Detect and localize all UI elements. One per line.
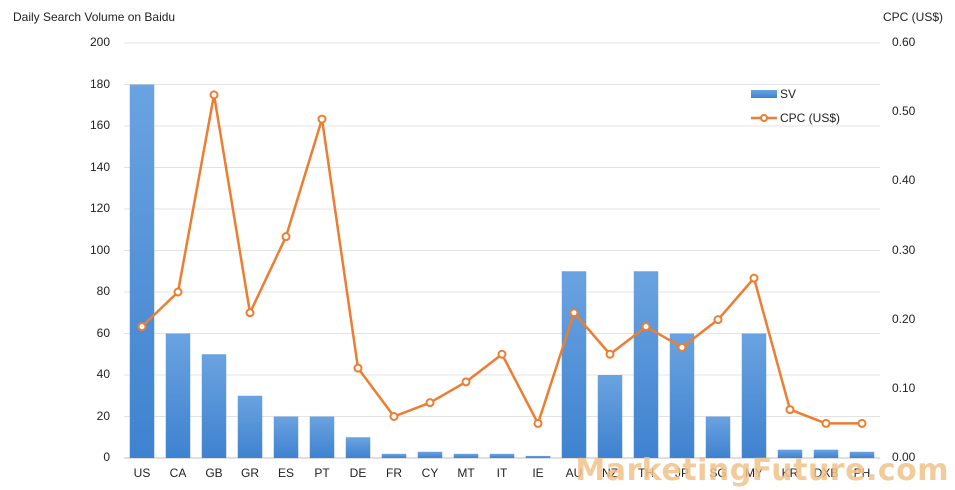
cpc-point [461,377,471,387]
legend-label-sv: SV [780,87,796,101]
right-tick-label: 0.00 [892,450,916,464]
cpc-point [533,418,543,428]
bar [525,455,551,458]
cpc-point [173,287,183,297]
bar [201,354,227,458]
left-tick-label: 40 [96,367,110,381]
x-tick-label: MY [745,466,763,480]
cpc-point [389,412,399,421]
x-tick-label: NZ [602,466,618,480]
cpc-point [317,114,327,124]
bar [813,449,839,458]
x-tick-label: AU [565,466,583,480]
bar [489,453,515,458]
cpc-point [425,398,435,408]
legend: SV CPC (US$) [751,87,840,125]
cpc-point [605,349,615,359]
line-series [137,90,867,428]
x-tick-label: TH [638,466,654,480]
left-tick-label: 20 [96,408,110,423]
bar [705,416,731,458]
cpc-point [353,363,363,373]
bar [237,395,263,458]
left-tick-label: 180 [89,76,110,91]
bar [345,437,371,458]
legend-label-cpc: CPC (US$) [780,111,840,125]
x-tick-label: SG [709,466,727,480]
x-tick-label: DXB [813,466,839,480]
left-tick-label: 120 [89,201,110,215]
right-tick-label: 0.30 [892,242,916,257]
left-tick-label: 160 [89,118,110,132]
x-tick-label: IT [496,466,508,480]
x-tick-label: JP [674,466,689,480]
x-tick-label: CA [169,466,187,480]
cpc-point [137,322,147,332]
bar [633,271,659,458]
cpc-point [857,418,867,428]
cpc-point [713,315,723,325]
cpc-point [245,308,255,318]
left-tick-label: 80 [96,284,110,298]
bar [777,449,803,458]
right-tick-label: 0.10 [892,380,916,395]
cpc-point [641,322,651,332]
cpc-point [749,273,759,283]
x-tick-label: GB [205,466,223,480]
bar [129,84,155,458]
cpc-point [677,342,687,352]
right-tick-label: 0.40 [892,173,916,188]
bar [561,271,587,458]
right-tick-label: 0.60 [892,35,916,49]
watermark: MarketingFuture.com [575,453,949,488]
cpc-point [821,418,831,428]
x-tick-label: US [133,466,151,480]
right-axis-title: CPC (US$) [882,10,943,24]
x-tick-label: DE [349,466,367,480]
bar [309,416,335,458]
x-tick-label: KR [781,466,799,480]
bar [849,451,875,458]
left-axis-title: Daily Search Volume on Baidu [13,10,176,24]
x-tick-label: PH [853,466,871,480]
left-tick-label: 140 [89,159,110,174]
right-tick-label: 0.50 [892,104,916,119]
left-tick-label: 0 [103,450,110,464]
bar [741,333,767,458]
x-tick-label: CY [421,466,439,480]
x-tick-label: IE [532,466,544,480]
cpc-point [209,90,219,100]
x-tick-label: GR [241,466,259,480]
left-tick-label: 200 [89,35,110,49]
left-tick-label: 100 [89,242,110,257]
x-tick-label: PT [314,466,330,480]
bar-series [129,84,875,458]
bar [597,375,623,458]
legend-marker-cpc [760,114,768,122]
right-tick-label: 0.20 [892,311,916,326]
x-tick-label: MT [457,466,475,480]
gridlines [124,42,880,459]
cpc-point [497,349,507,359]
x-tick-label: ES [277,466,294,480]
x-tick-label: FR [386,466,402,480]
cpc-point [281,232,291,242]
bar [273,416,299,458]
bar [453,453,479,458]
cpc-point [569,308,579,318]
bar [669,333,695,458]
legend-swatch-sv [751,90,777,98]
bar [417,451,443,458]
bar [381,453,407,458]
cpc-point [785,405,795,415]
bar [165,333,191,458]
left-tick-label: 60 [96,325,110,340]
